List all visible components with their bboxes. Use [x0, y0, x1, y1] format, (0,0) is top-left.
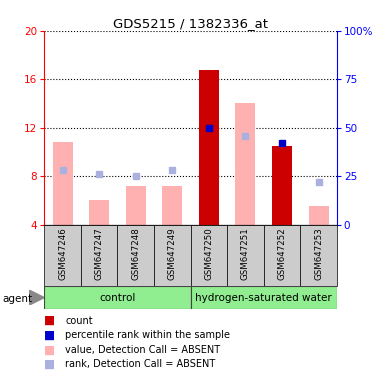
Text: ■: ■	[44, 314, 55, 327]
Text: agent: agent	[2, 294, 32, 304]
Bar	[199, 70, 219, 225]
Bar	[117, 225, 154, 286]
Text: GSM647253: GSM647253	[314, 228, 323, 280]
Text: GSM647247: GSM647247	[95, 228, 104, 280]
Text: count: count	[65, 316, 93, 326]
Bar	[191, 225, 227, 286]
Text: control: control	[99, 293, 136, 303]
Bar	[89, 200, 109, 225]
Bar	[44, 286, 191, 309]
Text: hydrogen-saturated water: hydrogen-saturated water	[195, 293, 332, 303]
Text: ■: ■	[44, 358, 55, 371]
Bar	[44, 225, 81, 286]
Text: ■: ■	[44, 329, 55, 342]
Bar	[235, 103, 256, 225]
Text: GSM647250: GSM647250	[204, 228, 213, 280]
Bar	[126, 186, 146, 225]
Polygon shape	[29, 290, 44, 305]
Title: GDS5215 / 1382336_at: GDS5215 / 1382336_at	[113, 17, 268, 30]
Bar	[191, 286, 337, 309]
Bar	[308, 207, 329, 225]
Text: value, Detection Call = ABSENT: value, Detection Call = ABSENT	[65, 345, 221, 355]
Text: GSM647248: GSM647248	[131, 228, 140, 280]
Text: GSM647249: GSM647249	[168, 228, 177, 280]
Bar	[300, 225, 337, 286]
Bar	[81, 225, 117, 286]
Bar	[227, 225, 264, 286]
Text: GSM647251: GSM647251	[241, 228, 250, 280]
Bar	[154, 225, 191, 286]
Text: ■: ■	[44, 343, 55, 356]
Text: GSM647252: GSM647252	[278, 228, 286, 280]
Text: percentile rank within the sample: percentile rank within the sample	[65, 330, 231, 340]
Text: GSM647246: GSM647246	[58, 228, 67, 280]
Bar	[264, 225, 300, 286]
Text: rank, Detection Call = ABSENT: rank, Detection Call = ABSENT	[65, 359, 216, 369]
Bar	[162, 186, 182, 225]
Bar	[272, 146, 292, 225]
Bar	[52, 142, 73, 225]
